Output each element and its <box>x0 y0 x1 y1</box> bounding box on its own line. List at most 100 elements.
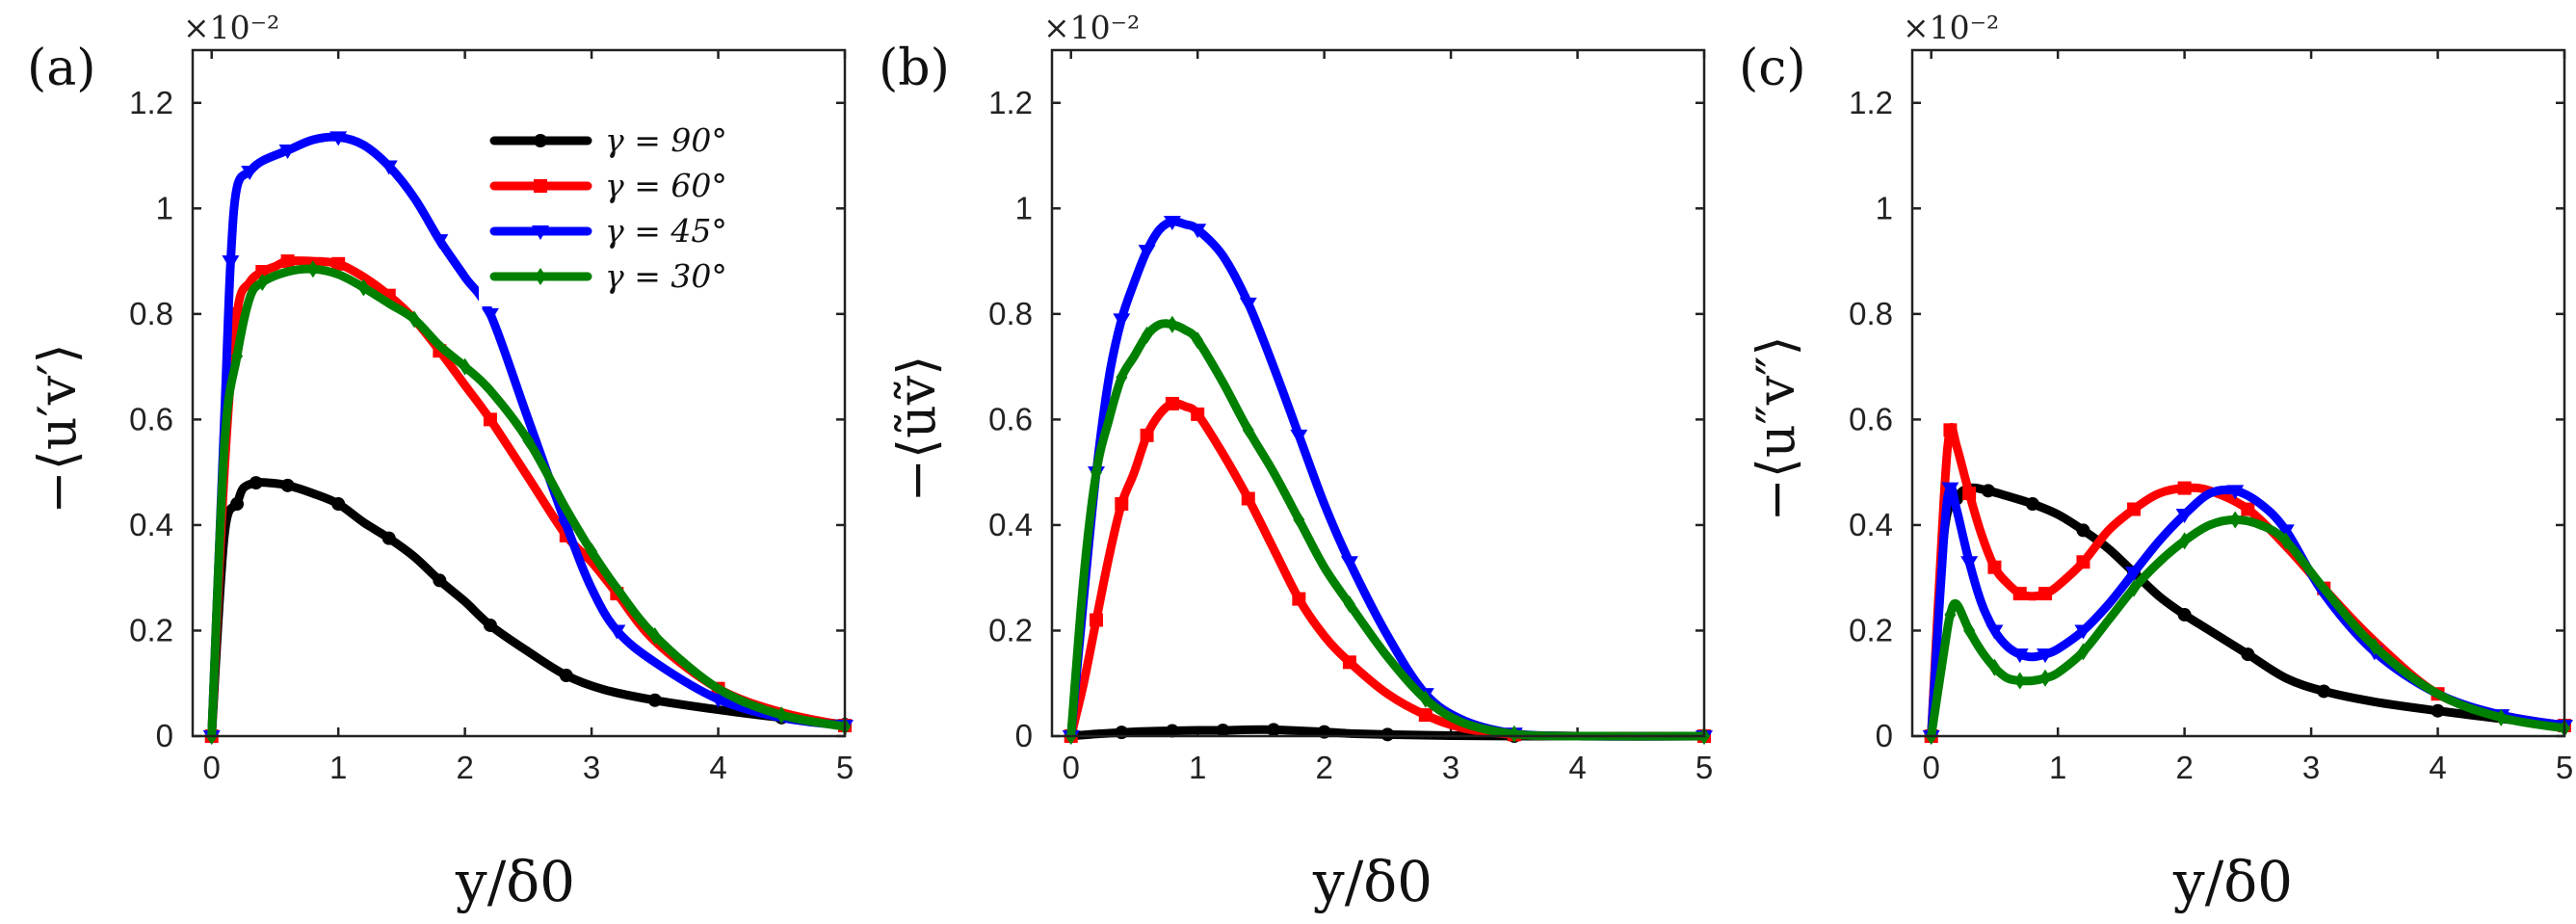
data-point-diamond <box>1166 315 1178 333</box>
y-tick-label: 1.2 <box>988 85 1033 120</box>
data-point-triangle-down <box>1960 556 1979 571</box>
data-point-diamond <box>648 626 661 645</box>
data-point-diamond <box>2229 511 2242 529</box>
series-diamond <box>1065 315 1710 745</box>
y-tick-label: 0.8 <box>129 296 173 331</box>
data-point-diamond <box>1343 595 1355 614</box>
y-tick-label: 0.2 <box>1849 612 1893 647</box>
data-point-diamond <box>522 432 535 450</box>
y-axis-label: −⟨u′v′⟩ <box>27 343 88 514</box>
y-tick-label: 0 <box>156 718 173 753</box>
data-point-diamond <box>1192 331 1204 350</box>
series-group <box>1062 216 1713 745</box>
data-point-triangle-down <box>2125 567 2143 582</box>
data-point-circle <box>2076 523 2090 538</box>
data-point-square <box>1241 491 1255 506</box>
data-point-square <box>1115 497 1129 512</box>
data-point-diamond <box>1293 511 1305 529</box>
data-point-circle <box>647 693 662 707</box>
data-point-circle <box>433 573 447 588</box>
data-point-triangle-down <box>1138 245 1156 260</box>
x-tick-label: 2 <box>2175 750 2193 785</box>
data-point-square <box>1292 592 1306 606</box>
data-point-circle <box>331 497 346 512</box>
y-tick-label: 1 <box>156 190 173 225</box>
data-point-circle <box>2177 608 2192 622</box>
y-tick-label: 0.2 <box>129 612 173 647</box>
y-tick-label: 1 <box>1015 190 1033 225</box>
y-tick-label: 1 <box>1876 190 1893 225</box>
x-tick-label: 5 <box>1695 750 1713 785</box>
series-square <box>1064 396 1711 743</box>
x-axis-label: y/δ0 <box>1312 849 1433 914</box>
data-point-circle <box>1981 484 1995 498</box>
x-tick-label: 5 <box>2556 750 2573 785</box>
data-point-diamond <box>1091 463 1103 482</box>
data-point-square <box>280 254 295 269</box>
data-point-square <box>1943 423 1958 437</box>
x-tick-label: 4 <box>1568 750 1586 785</box>
data-point-triangle-down <box>278 145 297 160</box>
y-tick-label: 0.8 <box>1849 296 1893 331</box>
series-line <box>207 264 850 741</box>
data-point-square <box>534 179 547 193</box>
data-point-triangle-down <box>329 131 348 146</box>
y-tick-label: 0.6 <box>129 401 173 436</box>
data-point-square <box>1191 407 1205 421</box>
x-tick-label: 4 <box>709 750 726 785</box>
data-point-circle <box>381 531 396 545</box>
data-point-diamond <box>1944 606 1957 624</box>
y-tick-label: 0.8 <box>988 296 1033 331</box>
data-point-circle <box>534 134 547 147</box>
data-point-diamond <box>535 268 546 285</box>
data-point-triangle-down <box>1113 313 1131 329</box>
legend-entry: γ = 45° <box>605 212 727 250</box>
series-line <box>207 256 850 741</box>
data-point-diamond <box>357 278 370 297</box>
data-point-square <box>1418 708 1433 723</box>
data-point-triangle-down <box>1290 429 1308 444</box>
data-point-triangle-down <box>2011 648 2029 664</box>
y-tick-label: 0.6 <box>988 401 1033 436</box>
series-line <box>1066 319 1709 741</box>
data-point-triangle-down <box>2074 624 2092 640</box>
y-tick-label: 0.2 <box>988 612 1033 647</box>
y-tick-label: 1.2 <box>1849 85 1893 120</box>
data-point-triangle-down <box>532 225 549 240</box>
series-group <box>202 131 854 745</box>
axis-multiplier: ×10⁻² <box>1903 9 1999 46</box>
y-tick-label: 0.6 <box>1849 401 1893 436</box>
tick-group: 0 1 2 3 4 5 0 0.2 0.4 0.6 0.8 1 1.2 <box>988 50 1713 785</box>
data-point-circle <box>559 669 573 683</box>
series-diamond <box>1925 511 2570 745</box>
panel-label: (a) <box>27 40 96 97</box>
data-point-diamond <box>306 260 319 278</box>
data-point-diamond <box>1141 326 1153 344</box>
x-tick-label: 0 <box>1063 750 1080 785</box>
y-tick-label: 0 <box>1015 718 1033 753</box>
series-line <box>1927 422 2569 741</box>
data-point-diamond <box>2495 708 2508 726</box>
data-point-square <box>1962 487 1977 501</box>
panel-label: (b) <box>879 40 950 97</box>
data-point-diamond <box>2368 637 2380 655</box>
y-tick-label: 0.4 <box>129 507 173 542</box>
data-point-triangle-down <box>222 255 240 271</box>
x-tick-label: 3 <box>583 750 600 785</box>
data-point-diamond <box>1988 658 2001 676</box>
x-tick-label: 1 <box>329 750 347 785</box>
data-point-diamond <box>2279 532 2292 550</box>
y-tick-label: 0.4 <box>988 507 1033 542</box>
data-point-circle <box>2241 647 2255 662</box>
y-tick-label: 0.4 <box>1849 507 1893 542</box>
series-triangle-down <box>1062 216 1713 745</box>
data-point-diamond <box>2128 579 2141 597</box>
data-point-square <box>1342 655 1356 670</box>
panel-b: (b) ×10⁻² −⟨ũṽ⟩ y/δ0 0 1 2 3 4 5 0 0.2 0.4 0.6 0.8… <box>879 9 1713 914</box>
data-point-diamond <box>256 273 269 291</box>
data-point-square <box>2012 587 2027 601</box>
x-tick-label: 1 <box>1189 750 1206 785</box>
data-point-circle <box>230 497 245 512</box>
x-tick-label: 2 <box>1315 750 1332 785</box>
legend-entry: γ = 90° <box>605 121 727 159</box>
